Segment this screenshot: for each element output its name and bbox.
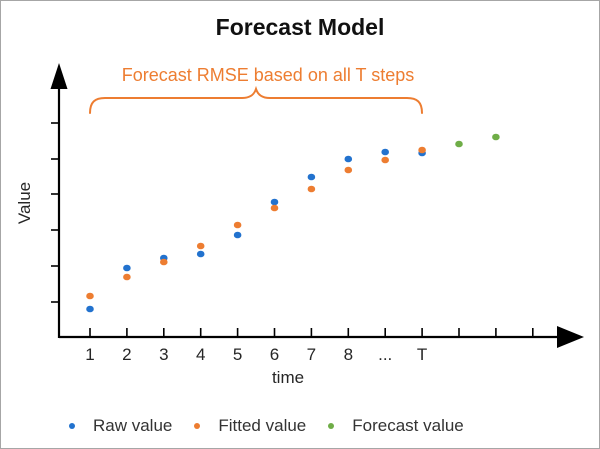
data-point-raw-value [307,173,316,181]
x-tick-label: 6 [270,345,279,364]
data-point-raw-value [196,250,205,258]
legend-label-raw-value: Raw value [93,416,173,435]
data-point-fitted-value [160,258,168,266]
legend-item-forecast-value: Forecast value [328,416,464,436]
data-point-raw-value [270,198,279,206]
legend-label-forecast-value: Forecast value [352,416,464,435]
legend: Raw value Fitted value Forecast value [69,414,464,438]
rmse-annotation: Forecast RMSE based on all T steps [121,65,415,85]
x-tick-label: 2 [122,345,131,364]
data-point-forecast-value [492,133,500,141]
data-point-fitted-value [381,156,390,164]
data-point-fitted-value [270,204,279,212]
x-tick-label: 4 [196,345,205,364]
x-tick-label: 3 [159,345,168,364]
y-axis-arrow [50,63,68,89]
chart-title: Forecast Model [215,14,385,40]
data-point-forecast-value [455,140,463,148]
data-point-fitted-value [418,146,426,154]
x-tick-label: ... [378,345,392,364]
forecast-value-marker-icon [328,423,335,429]
data-point-fitted-value [196,242,205,250]
x-tick-label: 8 [344,345,353,364]
x-tick-label: 1 [85,345,94,364]
raw-value-marker-icon [69,423,75,429]
fitted-value-marker-icon [194,423,201,429]
data-point-fitted-value [86,292,94,300]
legend-item-raw-value: Raw value [69,416,172,436]
legend-item-fitted-value: Fitted value [194,416,306,436]
legend-label-fitted-value: Fitted value [218,416,307,435]
data-point-raw-value [344,155,353,163]
data-point-fitted-value [344,166,353,174]
data-point-raw-value [86,305,94,313]
x-tick-label: T [417,345,427,364]
data-point-raw-value [123,264,131,272]
x-axis-arrow [557,326,584,348]
data-point-fitted-value [307,185,316,193]
y-axis-title: Value [15,181,34,225]
x-axis-title: time [271,368,305,387]
data-point-raw-value [233,231,242,239]
data-point-raw-value [381,148,390,156]
data-point-fitted-value [233,221,242,229]
brace-annotation [89,85,423,114]
data-point-fitted-value [123,273,131,281]
x-tick-label: 7 [307,345,316,364]
x-tick-label: 5 [233,345,242,364]
